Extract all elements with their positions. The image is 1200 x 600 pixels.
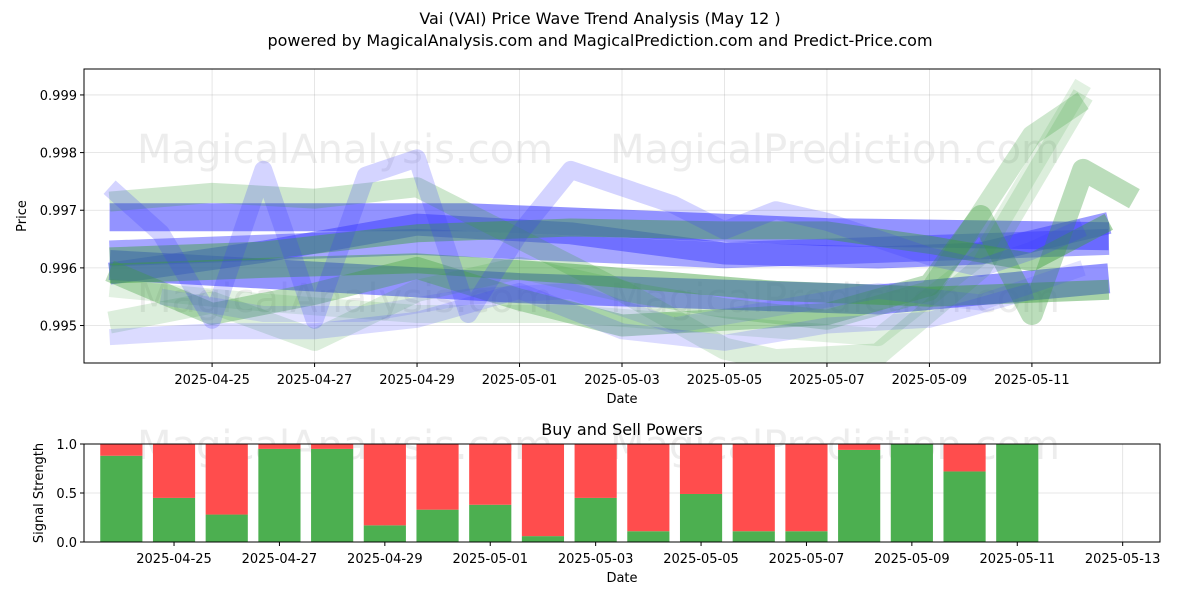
buy-bar <box>732 531 775 542</box>
sell-bar <box>416 444 459 510</box>
price-series-group <box>103 78 1140 363</box>
buy-bar <box>469 504 512 542</box>
sell-bar <box>100 444 143 456</box>
buy-bar <box>996 444 1039 542</box>
sell-bar <box>469 444 512 505</box>
x-tick-label: 2025-05-05 <box>663 552 739 567</box>
buy-bar <box>416 509 459 542</box>
x-tick-label: 2025-05-09 <box>892 373 968 388</box>
y-axis-label: Price <box>15 200 30 232</box>
price-wave-line <box>109 253 1110 307</box>
x-tick-label: 2025-05-01 <box>482 373 558 388</box>
buy-bar <box>574 497 617 542</box>
price-wave-line <box>109 203 1110 251</box>
x-tick-label: 2025-04-27 <box>277 373 353 388</box>
x-tick-label: 2025-05-05 <box>687 373 763 388</box>
buy-bar <box>785 531 828 542</box>
chart-subtitle: powered by MagicalAnalysis.com and Magic… <box>267 31 933 50</box>
y-tick-label: 0.999 <box>40 89 77 104</box>
y-tick-label: 0.995 <box>40 320 77 335</box>
y-tick-label: 0.996 <box>40 262 77 277</box>
x-tick-label: 2025-05-01 <box>452 552 528 567</box>
sell-bar <box>205 444 248 515</box>
x-tick-label: 2025-05-07 <box>789 373 865 388</box>
y-axis-label: Signal Strength <box>32 443 47 543</box>
sell-bar <box>258 444 301 449</box>
sell-bar <box>943 444 986 472</box>
buy-bar <box>943 471 986 542</box>
x-tick-label: 2025-05-03 <box>558 552 634 567</box>
sell-bar <box>152 444 196 498</box>
sell-bar <box>785 444 828 532</box>
buy-bar <box>100 455 143 542</box>
price-wave-line <box>108 212 1112 285</box>
x-tick-label: 2025-05-11 <box>979 552 1055 567</box>
buy-bar <box>521 536 565 542</box>
price-wave-line <box>109 282 1035 351</box>
buy-bar <box>258 448 301 542</box>
watermark-text: MagicalAnalysis.com <box>137 127 553 173</box>
x-tick-label: 2025-05-13 <box>1085 552 1161 567</box>
price-wave-line <box>108 250 1111 315</box>
subplot-title: Buy and Sell Powers <box>541 420 703 439</box>
sell-bar <box>311 444 354 449</box>
x-tick-label: 2025-05-09 <box>874 552 950 567</box>
price-wave-line <box>105 158 1140 337</box>
buy-bar <box>205 514 248 542</box>
price-wave-line <box>159 260 1086 334</box>
x-axis-label: Date <box>606 571 637 586</box>
sell-bar <box>732 444 775 532</box>
y-tick-label: 0.998 <box>40 147 77 162</box>
sell-bar <box>679 444 723 494</box>
price-wave-line <box>108 92 1089 330</box>
x-tick-label: 2025-04-29 <box>347 552 423 567</box>
sell-bar <box>627 444 670 532</box>
buy-bar <box>679 493 723 542</box>
buy-bar <box>363 525 406 542</box>
y-tick-label: 0.997 <box>40 204 77 219</box>
y-tick-label: 0.0 <box>56 536 77 551</box>
chart-title: Vai (VAI) Price Wave Trend Analysis (May… <box>419 9 781 28</box>
x-tick-label: 2025-05-11 <box>994 373 1070 388</box>
buy-bar <box>627 531 670 542</box>
buy-bar <box>152 497 196 542</box>
x-tick-label: 2025-05-07 <box>769 552 845 567</box>
price-wave-line <box>109 213 1113 272</box>
buy-bar <box>311 448 354 542</box>
y-tick-label: 1.0 <box>56 438 77 453</box>
sell-bar <box>838 444 881 450</box>
price-wave-line <box>103 149 1087 329</box>
x-tick-label: 2025-04-29 <box>379 373 455 388</box>
price-wave-line <box>107 89 1093 363</box>
x-tick-label: 2025-05-03 <box>584 373 660 388</box>
buy-bar <box>890 444 933 542</box>
buy-bar <box>838 449 881 542</box>
y-tick-label: 0.5 <box>56 487 77 502</box>
sell-bar <box>521 444 565 537</box>
x-tick-label: 2025-04-25 <box>174 373 250 388</box>
sell-bar <box>363 444 406 526</box>
price-wave-line <box>108 78 1091 347</box>
sell-bar <box>574 444 617 498</box>
x-tick-label: 2025-04-25 <box>136 552 212 567</box>
x-tick-label: 2025-04-27 <box>242 552 318 567</box>
x-axis-label: Date <box>606 392 637 407</box>
watermark-text: MagicalPrediction.com <box>610 127 1060 173</box>
